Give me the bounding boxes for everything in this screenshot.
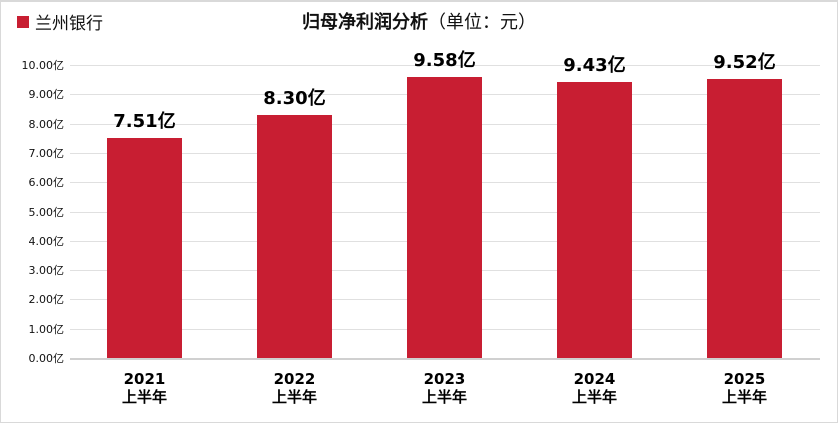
legend-label: 兰州银行 (35, 14, 103, 34)
x-tick-label: 2021 上半年 (85, 370, 205, 406)
x-tick-year: 2023 (423, 370, 466, 388)
chart-title: 归母净利润分析（单位：元） (0, 8, 838, 34)
bar-2025 (707, 79, 782, 358)
bar-data-label: 9.43亿 (563, 54, 626, 76)
x-tick-year: 2025 (723, 370, 766, 388)
bar-2022 (257, 114, 332, 358)
bar-2023 (407, 77, 482, 358)
x-tick-label: 2024 上半年 (535, 370, 655, 406)
x-tick-label: 2025 上半年 (685, 370, 805, 406)
y-tick-label: 10.00亿 (21, 59, 65, 72)
bar-data-label: 9.58亿 (413, 50, 476, 72)
y-tick-label: 4.00亿 (28, 234, 65, 248)
y-tick-label: 1.00亿 (28, 322, 65, 336)
bar-2024 (557, 81, 632, 358)
plot-area: 7.51亿 8.30亿 9.58亿 9.43亿 9.52亿 (70, 50, 820, 360)
bar-2021 (107, 137, 182, 358)
gridline (70, 358, 820, 360)
y-tick-label: 8.00亿 (28, 117, 65, 131)
x-tick-year: 2022 (273, 370, 316, 388)
x-tick-period: 上半年 (271, 388, 317, 406)
y-tick-label: 9.00亿 (28, 88, 65, 102)
chart-title-unit: （单位：元） (428, 12, 536, 33)
y-tick-label: 3.00亿 (28, 264, 65, 278)
y-tick-label: 7.00亿 (28, 146, 65, 160)
chart-title-main: 归母净利润分析 (302, 12, 428, 33)
y-tick-label: 6.00亿 (28, 176, 65, 190)
gridline (70, 65, 820, 66)
x-tick-year: 2021 (123, 370, 166, 388)
bar-data-label: 8.30亿 (263, 87, 326, 109)
legend: 兰州银行 (17, 9, 103, 34)
x-tick-period: 上半年 (721, 388, 767, 406)
x-tick-period: 上半年 (571, 388, 617, 406)
x-tick-period: 上半年 (121, 388, 167, 406)
x-tick-label: 2022 上半年 (235, 370, 355, 406)
x-tick-period: 上半年 (421, 388, 467, 406)
x-tick-label: 2023 上半年 (385, 370, 505, 406)
bar-data-label: 7.51亿 (113, 110, 176, 132)
y-tick-label: 5.00亿 (28, 205, 65, 219)
legend-swatch (17, 15, 29, 28)
y-tick-label: 0.00亿 (28, 352, 65, 365)
y-tick-label: 2.00亿 (28, 293, 65, 307)
bar-data-label: 9.52亿 (713, 52, 776, 74)
x-tick-year: 2024 (573, 370, 616, 388)
